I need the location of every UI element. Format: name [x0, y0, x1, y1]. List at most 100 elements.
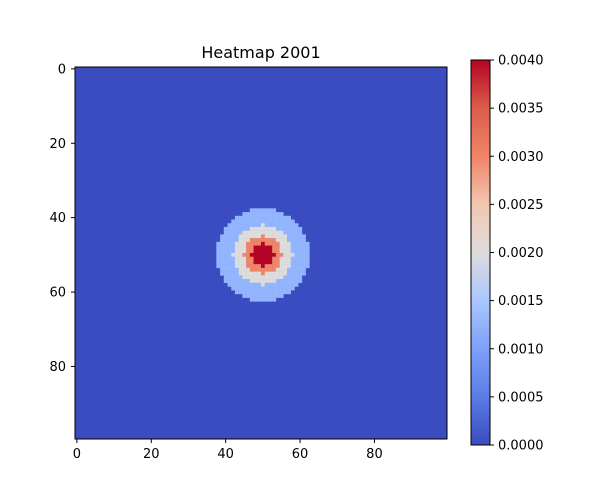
heatmap-cell [246, 249, 251, 254]
heatmap-cell [272, 234, 277, 239]
heatmap-cell [264, 223, 269, 228]
heatmap-cell [305, 260, 310, 265]
colorbar-tick-label: 0.0010 [498, 342, 544, 357]
heatmap-cell [234, 275, 239, 280]
heatmap-cell [275, 256, 280, 261]
heatmap-cell [272, 249, 277, 254]
heatmap-cell [298, 249, 303, 254]
heatmap-cell [227, 226, 232, 231]
heatmap-cell [246, 256, 251, 261]
heatmap-cell [264, 282, 269, 287]
heatmap-cell [253, 279, 258, 284]
heatmap-cell [257, 241, 262, 246]
heatmap-cell [246, 279, 251, 284]
heatmap-cell [261, 223, 265, 228]
heatmap-cell [261, 234, 265, 239]
heatmap-cell [268, 256, 273, 261]
heatmap-cell [290, 282, 295, 287]
heatmap-cell [298, 238, 303, 243]
heatmap-cell [279, 260, 284, 265]
heatmap-cell [272, 226, 277, 231]
heatmap-cell [220, 249, 225, 254]
heatmap-cell [257, 215, 262, 220]
heatmap-cell [227, 275, 232, 280]
heatmap-cell [238, 226, 243, 231]
heatmap-cell [290, 279, 295, 284]
heatmap-cell [246, 230, 251, 235]
heatmap-cell [261, 212, 265, 217]
heatmap-cell [220, 260, 225, 265]
heatmap-cell [257, 219, 262, 224]
heatmap-cell [223, 249, 228, 254]
heatmap-cell [257, 267, 262, 272]
heatmap-cell [272, 219, 277, 224]
heatmap-cell [227, 267, 232, 272]
heatmap-cell [305, 241, 310, 246]
heatmap-cell [305, 245, 310, 250]
heatmap-cell [220, 241, 225, 246]
heatmap-cell [283, 219, 288, 224]
plot-frame [74, 66, 448, 440]
heatmap-cell [268, 249, 273, 254]
heatmap-cell [279, 212, 284, 217]
heatmap-cell [231, 275, 236, 280]
heatmap-cell [227, 260, 232, 265]
heatmap-cell [279, 286, 284, 291]
heatmap-cell [272, 264, 277, 269]
heatmap-cell [298, 256, 303, 261]
heatmap-cell [246, 286, 251, 291]
heatmap-cell [246, 264, 251, 269]
heatmap-cell [261, 208, 265, 213]
heatmap-cell [249, 290, 254, 295]
heatmap-cell [253, 245, 258, 250]
heatmap-cell [279, 215, 284, 220]
heatmap-cell [279, 293, 284, 298]
y-tick-label: 80 [49, 360, 66, 375]
heatmap-cell [272, 253, 277, 257]
heatmap-cell [290, 238, 295, 243]
heatmap-cell [294, 230, 299, 235]
heatmap-cell [257, 290, 262, 295]
heatmap-cell [279, 253, 284, 257]
heatmap-cell [238, 241, 243, 246]
heatmap-cell [298, 279, 303, 284]
heatmap-cell [261, 293, 265, 298]
heatmap-cell [290, 286, 295, 291]
heatmap-cell [242, 290, 247, 295]
heatmap-cell [279, 290, 284, 295]
heatmap-cell [257, 223, 262, 228]
heatmap-cell [249, 260, 254, 265]
heatmap-cell [242, 267, 247, 272]
heatmap-cell [242, 271, 247, 276]
heatmap-cell [264, 208, 269, 213]
heatmap-cell [301, 264, 306, 269]
heatmap-cell [253, 293, 258, 298]
heatmap-cell [283, 234, 288, 239]
heatmap-cell [249, 275, 254, 280]
heatmap-cell [287, 256, 292, 261]
heatmap-cell [268, 260, 273, 265]
heatmap-cell [223, 279, 228, 284]
heatmap-cell [264, 249, 269, 254]
heatmap-cell [249, 215, 254, 220]
heatmap-cell [242, 264, 247, 269]
heatmap-cell [268, 264, 273, 269]
heatmap-cell [234, 226, 239, 231]
heatmap-cell [294, 241, 299, 246]
heatmap-cell [231, 223, 236, 228]
heatmap-cell [283, 271, 288, 276]
heatmap-cell [264, 241, 269, 246]
heatmap-cell [234, 267, 239, 272]
heatmap-cell [268, 286, 273, 291]
heatmap-cell [257, 253, 262, 257]
heatmap-cell [223, 260, 228, 265]
heatmap-cell [279, 230, 284, 235]
heatmap-cell [275, 260, 280, 265]
heatmap-cell [294, 267, 299, 272]
heatmap-cell [249, 297, 254, 302]
heatmap-cell [242, 212, 247, 217]
heatmap-cell [257, 226, 262, 231]
heatmap-cell [301, 238, 306, 243]
heatmap-cell [253, 271, 258, 276]
heatmap-cell [257, 293, 262, 298]
